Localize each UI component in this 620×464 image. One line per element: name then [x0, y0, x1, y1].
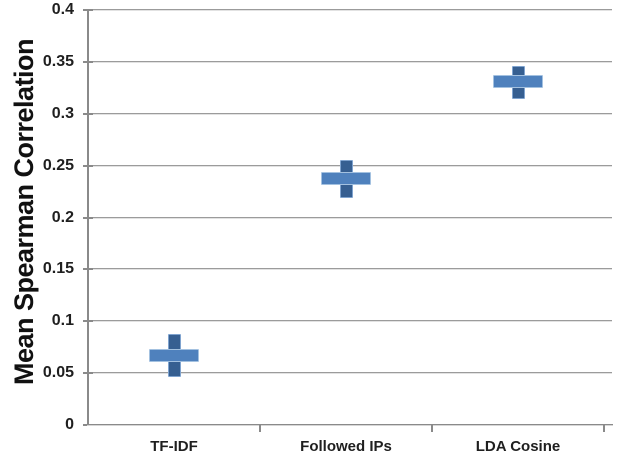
x-category-label: Followed IPs — [300, 438, 392, 455]
data-point-mean-marker — [149, 348, 199, 362]
x-category-label: LDA Cosine — [475, 438, 561, 455]
y-axis-line — [87, 10, 89, 426]
x-category-label: TF-IDF — [150, 438, 198, 455]
x-axis-tick — [603, 425, 605, 432]
y-tick-label: 0 — [65, 416, 74, 433]
y-tick-label: 0.35 — [42, 52, 74, 70]
y-tick-label: 0.3 — [51, 104, 74, 122]
y-tick-label: 0.25 — [42, 156, 74, 174]
y-tick-label: 0.05 — [42, 364, 74, 382]
data-point-mean-marker — [493, 75, 543, 89]
gridline — [89, 216, 612, 219]
y-tick-label: 0.2 — [51, 208, 74, 226]
y-tick-label: 0.15 — [42, 260, 74, 278]
gridline — [89, 372, 612, 375]
x-axis-line — [87, 424, 613, 426]
x-axis-tick — [259, 425, 261, 432]
gridline — [89, 112, 612, 115]
gridline — [89, 268, 612, 271]
gridline — [89, 60, 612, 63]
y-tick-label: 0.1 — [51, 312, 74, 330]
data-point-mean-marker — [321, 171, 371, 185]
gridline — [89, 320, 612, 323]
x-axis-tick — [431, 425, 433, 432]
gridline — [89, 9, 612, 11]
y-tick-label: 0.4 — [51, 1, 74, 18]
